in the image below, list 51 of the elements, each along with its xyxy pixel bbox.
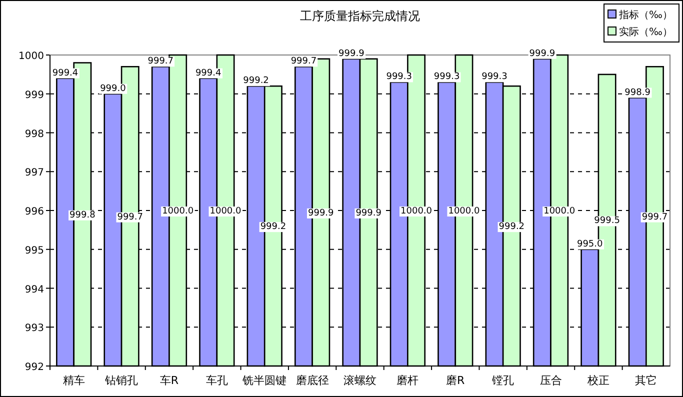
x-tick-label: 铣半圆键 — [242, 374, 287, 387]
y-tick-label: 992 — [24, 362, 44, 373]
x-tick-label: 精车 — [62, 374, 85, 387]
data-label: 995.0 — [576, 239, 604, 250]
data-label: 999.7 — [148, 56, 174, 67]
chart-title: 工序质量指标完成情况 — [300, 9, 420, 23]
y-tick-label: 999 — [24, 90, 44, 101]
data-label: 1000.0 — [210, 206, 242, 216]
data-label: 999.4 — [52, 68, 78, 78]
x-tick-label: 磨R — [446, 374, 466, 387]
x-tick-label: 校正 — [586, 374, 610, 387]
data-label: 999.4 — [195, 68, 222, 78]
x-tick-label: 滚螺纹 — [344, 374, 376, 387]
x-tick-label: 压合 — [540, 374, 562, 387]
x-tick-label: 钻销孔 — [104, 374, 138, 387]
legend-label: 指标（‰） — [618, 9, 672, 21]
y-tick-label: 996 — [24, 206, 44, 218]
y-tick-label: 993 — [24, 323, 44, 334]
data-label: 1000.0 — [448, 206, 480, 216]
data-label: 999.9 — [356, 208, 382, 218]
data-label: 999.3 — [434, 72, 460, 82]
legend-label: 实际（‰） — [619, 26, 672, 38]
data-label: 1000.0 — [400, 206, 432, 216]
data-label: 999.7 — [290, 56, 317, 67]
data-label: 1000.0 — [162, 206, 194, 216]
data-label: 1000.0 — [544, 206, 576, 216]
y-tick-label: 998 — [24, 128, 44, 140]
data-label: 999.3 — [386, 72, 412, 82]
y-tick-label: 995 — [24, 245, 44, 256]
data-label: 999.9 — [529, 48, 556, 59]
data-label: 999.9 — [308, 208, 334, 218]
y-tick-label: 994 — [24, 284, 44, 296]
data-label: 999.0 — [100, 84, 126, 94]
x-tick-label: 车孔 — [206, 374, 228, 387]
data-label: 999.7 — [642, 212, 668, 222]
x-tick-label: 磨底径 — [296, 374, 329, 387]
data-label: 999.7 — [117, 212, 144, 222]
data-label: 999.8 — [70, 210, 96, 220]
data-label: 999.9 — [338, 48, 365, 59]
data-label: 999.2 — [260, 222, 286, 232]
data-label: 998.9 — [624, 88, 651, 98]
x-tick-label: 镗孔 — [491, 374, 514, 387]
data-label: 999.2 — [498, 222, 525, 232]
x-tick-label: 车R — [160, 374, 179, 387]
y-tick-label: 1000 — [18, 51, 44, 62]
y-tick-label: 997 — [24, 168, 44, 179]
data-label: 999.2 — [243, 76, 269, 86]
data-label: 999.3 — [482, 72, 508, 82]
x-tick-label: 磨杆 — [396, 374, 419, 387]
data-label: 999.5 — [594, 216, 620, 226]
x-tick-label: 其它 — [635, 374, 658, 387]
